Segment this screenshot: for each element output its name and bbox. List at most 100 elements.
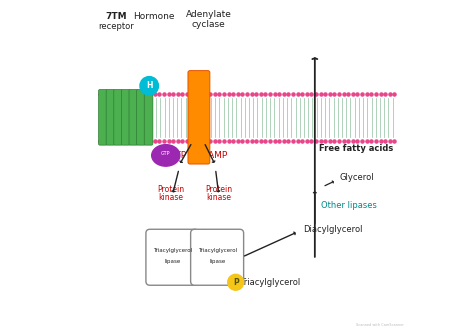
Point — [234, 138, 242, 143]
Point — [133, 138, 140, 143]
Point — [109, 92, 117, 97]
Point — [248, 138, 255, 143]
Point — [197, 92, 205, 97]
Point — [243, 138, 251, 143]
Point — [372, 92, 380, 97]
Point — [192, 138, 200, 143]
Point — [211, 138, 219, 143]
Point — [105, 138, 112, 143]
Point — [238, 92, 246, 97]
Point — [312, 138, 320, 143]
FancyBboxPatch shape — [191, 229, 244, 285]
Point — [266, 138, 274, 143]
FancyBboxPatch shape — [99, 90, 107, 145]
Point — [299, 92, 306, 97]
Point — [280, 138, 288, 143]
Text: Free fatty acids: Free fatty acids — [319, 144, 393, 153]
Point — [202, 92, 210, 97]
Point — [340, 92, 347, 97]
Point — [335, 138, 343, 143]
Point — [155, 92, 163, 97]
Point — [123, 138, 131, 143]
Point — [345, 138, 352, 143]
Point — [114, 138, 122, 143]
Point — [252, 92, 260, 97]
Text: GTP: GTP — [161, 151, 171, 156]
Point — [151, 92, 159, 97]
Text: P: P — [233, 278, 238, 287]
Point — [229, 92, 237, 97]
Point — [183, 138, 191, 143]
Point — [252, 138, 260, 143]
Point — [188, 138, 195, 143]
Point — [174, 92, 182, 97]
FancyBboxPatch shape — [188, 70, 210, 164]
Point — [354, 92, 361, 97]
Point — [133, 92, 140, 97]
Point — [289, 138, 297, 143]
Point — [105, 92, 112, 97]
Point — [202, 138, 210, 143]
Point — [100, 92, 108, 97]
Point — [266, 92, 274, 97]
Text: Glycerol: Glycerol — [339, 173, 374, 182]
Point — [216, 138, 223, 143]
Point — [363, 92, 371, 97]
Text: 7TM: 7TM — [105, 12, 127, 21]
FancyBboxPatch shape — [106, 90, 115, 145]
FancyBboxPatch shape — [146, 229, 199, 285]
Point — [271, 92, 278, 97]
Point — [114, 92, 122, 97]
Point — [248, 92, 255, 97]
Point — [358, 92, 366, 97]
Point — [137, 92, 145, 97]
Point — [303, 92, 310, 97]
Point — [280, 92, 288, 97]
Point — [165, 92, 173, 97]
Point — [354, 138, 361, 143]
FancyBboxPatch shape — [137, 90, 145, 145]
Point — [151, 138, 159, 143]
Point — [294, 138, 301, 143]
Text: Hormone: Hormone — [133, 12, 174, 21]
Text: Triacylglycerol: Triacylglycerol — [198, 248, 237, 253]
Point — [119, 92, 127, 97]
Point — [169, 138, 177, 143]
Point — [377, 138, 384, 143]
Point — [377, 92, 384, 97]
Point — [372, 138, 380, 143]
Text: Other lipases: Other lipases — [321, 201, 377, 210]
Point — [206, 92, 214, 97]
Point — [206, 138, 214, 143]
Point — [386, 138, 393, 143]
Point — [109, 138, 117, 143]
Text: cyclase: cyclase — [192, 20, 226, 28]
Point — [179, 138, 186, 143]
Text: lipase: lipase — [164, 259, 181, 264]
Point — [262, 138, 269, 143]
Text: Scanned with CamScanner: Scanned with CamScanner — [356, 323, 403, 327]
FancyBboxPatch shape — [114, 90, 122, 145]
Point — [275, 138, 283, 143]
Point — [331, 92, 338, 97]
Point — [220, 138, 228, 143]
Point — [142, 92, 149, 97]
Text: Adenylate: Adenylate — [186, 10, 232, 19]
Point — [345, 92, 352, 97]
Point — [317, 138, 324, 143]
Point — [284, 92, 292, 97]
Text: kinase: kinase — [206, 193, 231, 202]
Text: kinase: kinase — [158, 193, 183, 202]
Text: lipase: lipase — [209, 259, 225, 264]
Point — [137, 138, 145, 143]
Point — [308, 138, 315, 143]
Text: Triacylglycerol: Triacylglycerol — [240, 279, 301, 288]
Point — [299, 138, 306, 143]
Point — [349, 138, 356, 143]
Point — [321, 138, 329, 143]
Point — [340, 138, 347, 143]
Point — [146, 138, 154, 143]
Point — [358, 138, 366, 143]
Text: H: H — [146, 81, 153, 91]
Point — [331, 138, 338, 143]
